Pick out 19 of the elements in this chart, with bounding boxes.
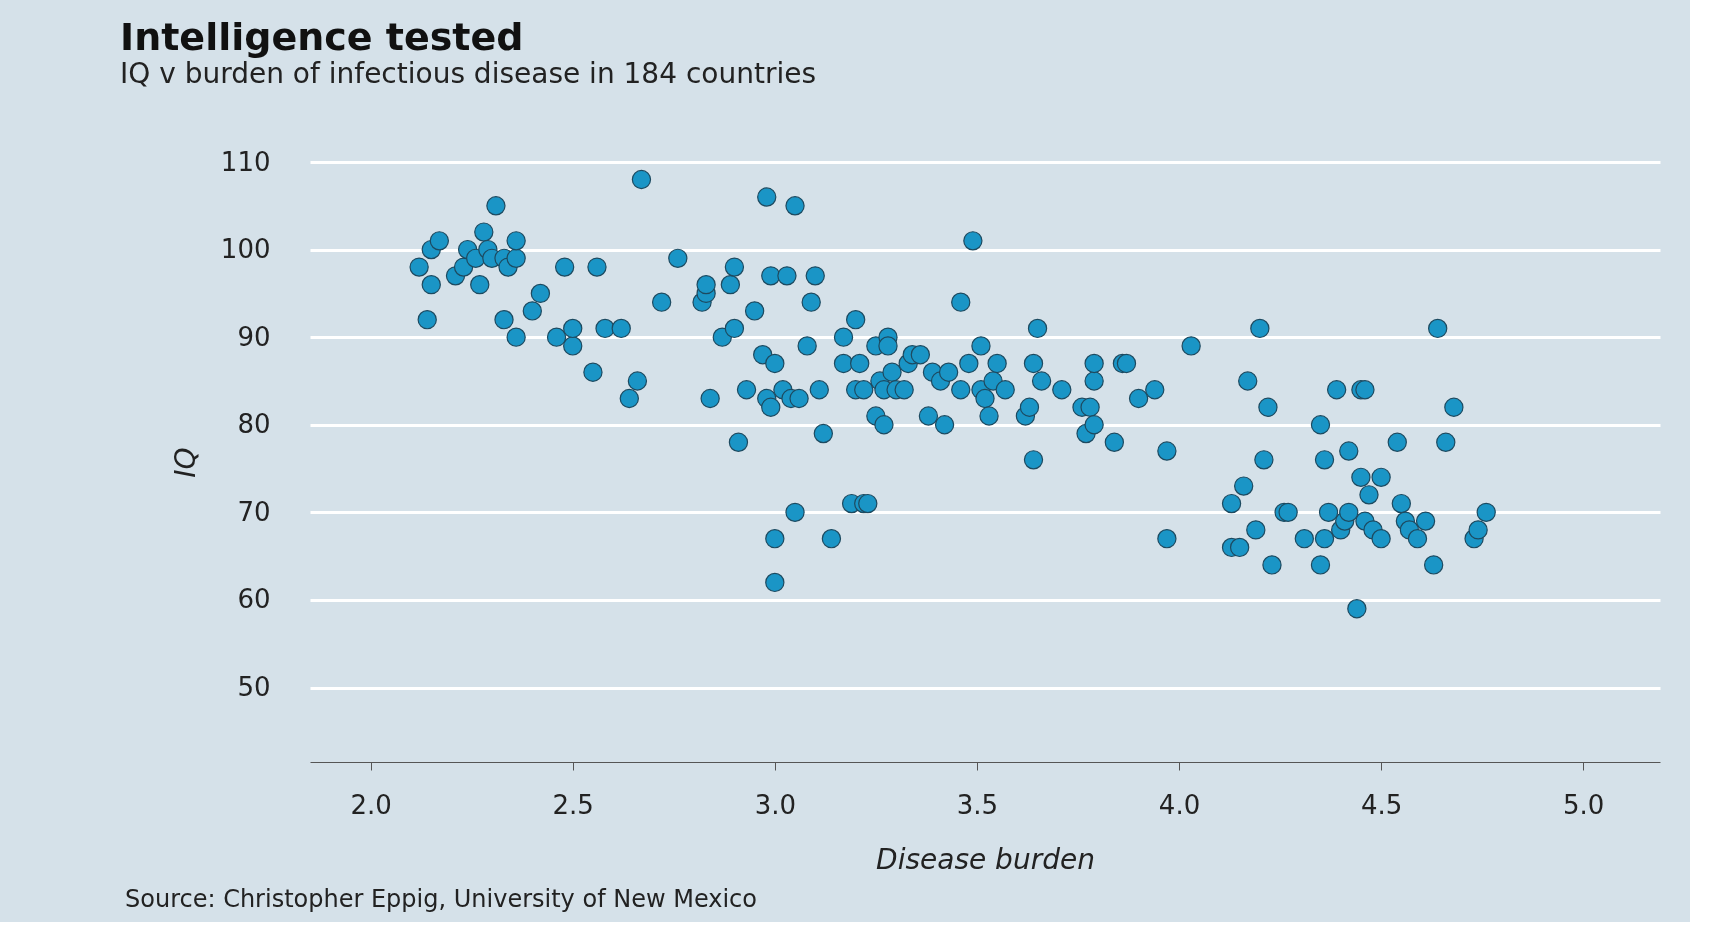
source-note: Source: Christopher Eppig, University of New Mexico bbox=[125, 885, 757, 913]
y-axis-title: IQ bbox=[168, 447, 202, 478]
y-tick-label: 60 bbox=[237, 584, 271, 615]
x-tick-label: 5.0 bbox=[1563, 789, 1605, 820]
x-tick-label: 3.5 bbox=[956, 789, 999, 820]
x-tick-label: 2.5 bbox=[552, 789, 594, 820]
y-tick-label: 110 bbox=[220, 146, 271, 177]
y-tick-label: 80 bbox=[237, 409, 271, 440]
chart-title: Intelligence tested bbox=[120, 15, 524, 59]
x-tick-label: 3.0 bbox=[754, 789, 796, 820]
x-tick-label: 4.0 bbox=[1158, 789, 1201, 820]
y-tick-label: 90 bbox=[237, 321, 271, 352]
y-tick-label: 70 bbox=[237, 496, 271, 527]
chart-subtitle: IQ v burden of infectious disease in 184 countries bbox=[120, 57, 816, 90]
x-axis-title: Disease burden bbox=[876, 842, 1095, 876]
x-tick-label: 2.0 bbox=[350, 789, 392, 820]
x-tick-label: 4.5 bbox=[1360, 789, 1403, 820]
y-tick-label: 100 bbox=[220, 234, 271, 265]
y-tick-label: 50 bbox=[237, 672, 271, 703]
